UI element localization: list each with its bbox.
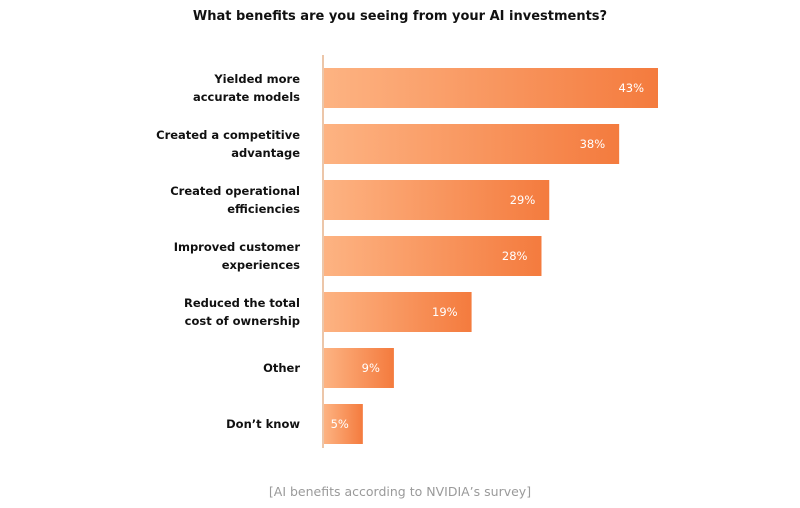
bar bbox=[324, 348, 394, 388]
category-label: Yielded more accurate models bbox=[193, 72, 300, 104]
category-label: Created a competitive advantage bbox=[156, 128, 300, 160]
data-label: 19% bbox=[432, 305, 458, 319]
bar bbox=[324, 68, 658, 108]
bar bbox=[324, 124, 620, 164]
bar bbox=[324, 404, 363, 444]
category-label: Other bbox=[263, 361, 300, 375]
chart-title: What benefits are you seeing from your A… bbox=[192, 9, 608, 24]
category-label: Don’t know bbox=[226, 417, 300, 431]
bar bbox=[324, 180, 550, 220]
data-label: 29% bbox=[510, 193, 536, 207]
data-label: 38% bbox=[580, 137, 606, 151]
chart-caption: [AI benefits according to NVIDIA’s surve… bbox=[268, 484, 532, 499]
category-label: Created operational efficiencies bbox=[170, 184, 300, 216]
data-label: 43% bbox=[618, 81, 644, 95]
category-label: Improved customer experiences bbox=[174, 240, 301, 272]
bar bbox=[324, 292, 472, 332]
data-label: 9% bbox=[362, 361, 380, 375]
bar bbox=[324, 236, 542, 276]
data-label: 5% bbox=[331, 417, 349, 431]
category-label: Reduced the total cost of ownership bbox=[184, 296, 300, 328]
data-label: 28% bbox=[502, 249, 528, 263]
